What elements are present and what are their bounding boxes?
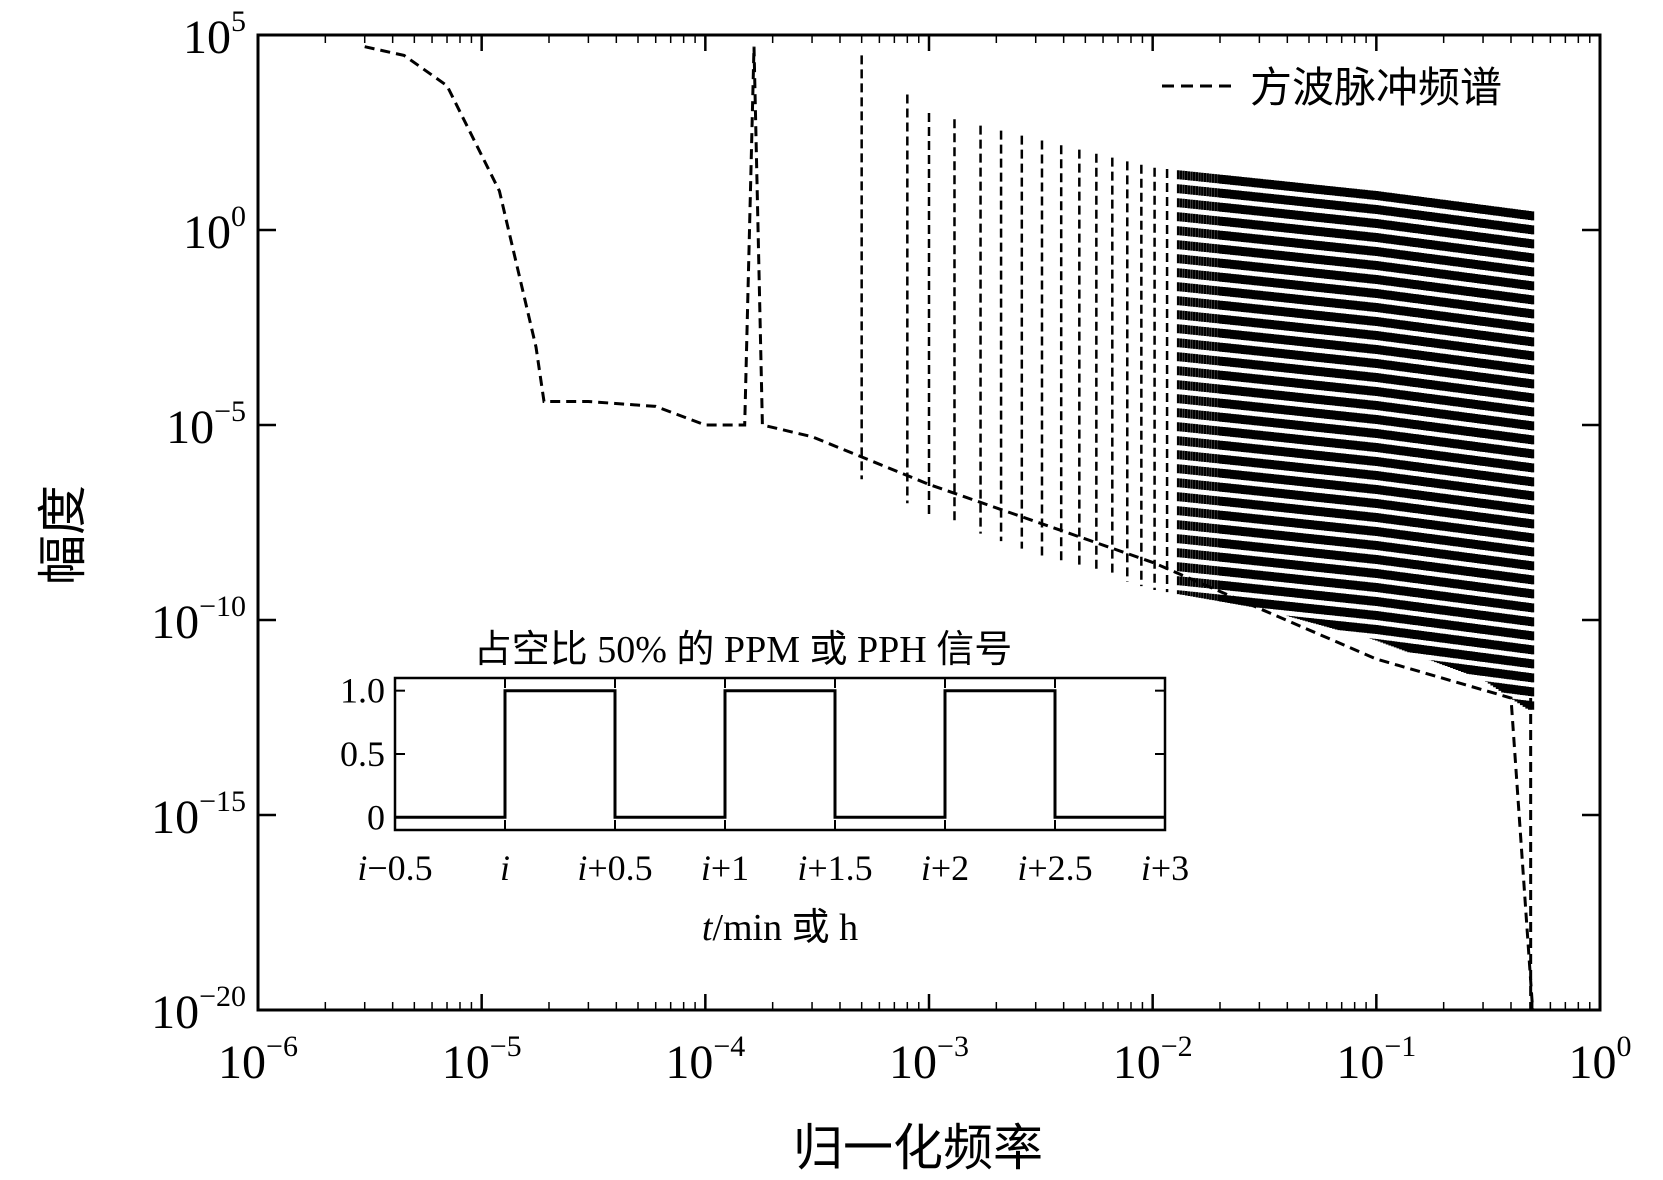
inset-background (300, 625, 1180, 940)
x-tick-label: 10−4 (665, 1030, 745, 1089)
inset-x-axis-title: t/min 或 h (702, 907, 858, 949)
y-tick-label: 10−15 (151, 785, 246, 844)
y-tick-label: 100 (183, 200, 246, 259)
inset-x-tick-label: i+3 (1141, 848, 1189, 888)
inset-x-tick-label: i−0.5 (357, 848, 432, 888)
axis-titles: 归一化频率 幅度 (35, 485, 1043, 1176)
inset-y-tick-label: 0 (367, 797, 385, 837)
y-axis-title: 幅度 (35, 485, 91, 585)
x-tick-label: 10−1 (1336, 1030, 1416, 1089)
inset-x-tick-label: i+2.5 (1017, 848, 1092, 888)
y-tick-label: 10−5 (166, 395, 246, 454)
inset-y-tick-label: 0.5 (340, 734, 385, 774)
inset-x-tick-label: i (500, 848, 510, 888)
inset-x-tick-label: i+2 (921, 848, 969, 888)
y-tick-label: 10−10 (151, 590, 246, 649)
inset-chart: 占空比 50% 的 PPM 或 PPH 信号 i−0.5 i i+0.5 i+1 i+1… (300, 625, 1189, 949)
x-axis-title: 归一化频率 (793, 1120, 1043, 1176)
x-tick-label: 10−3 (889, 1030, 969, 1089)
y-tick-label: 10−20 (151, 980, 246, 1039)
legend-label: 方波脉冲频谱 (1250, 66, 1502, 112)
x-tick-label: 10−6 (218, 1030, 298, 1089)
x-tick-label: 10−5 (442, 1030, 522, 1089)
x-tick-label: 100 (1569, 1030, 1632, 1089)
inset-y-tick-label: 1.0 (340, 671, 385, 711)
ticks-layer: 10−6 10−5 10−4 10−3 10−2 10−1 100 10−20 10−15 10−… (151, 5, 1631, 1089)
inset-x-tick-label: i+1.5 (797, 848, 872, 888)
square-wave-line (395, 689, 1165, 819)
inset-x-tick-label: i+0.5 (577, 848, 652, 888)
x-tick-label: 10−2 (1113, 1030, 1193, 1089)
y-tick-label: 105 (183, 5, 246, 64)
series-layer (364, 45, 1535, 1011)
inset-x-tick-label: i+1 (701, 848, 749, 888)
inset-title: 占空比 50% 的 PPM 或 PPH 信号 (474, 629, 1012, 671)
legend: 方波脉冲频谱 (1162, 66, 1502, 112)
